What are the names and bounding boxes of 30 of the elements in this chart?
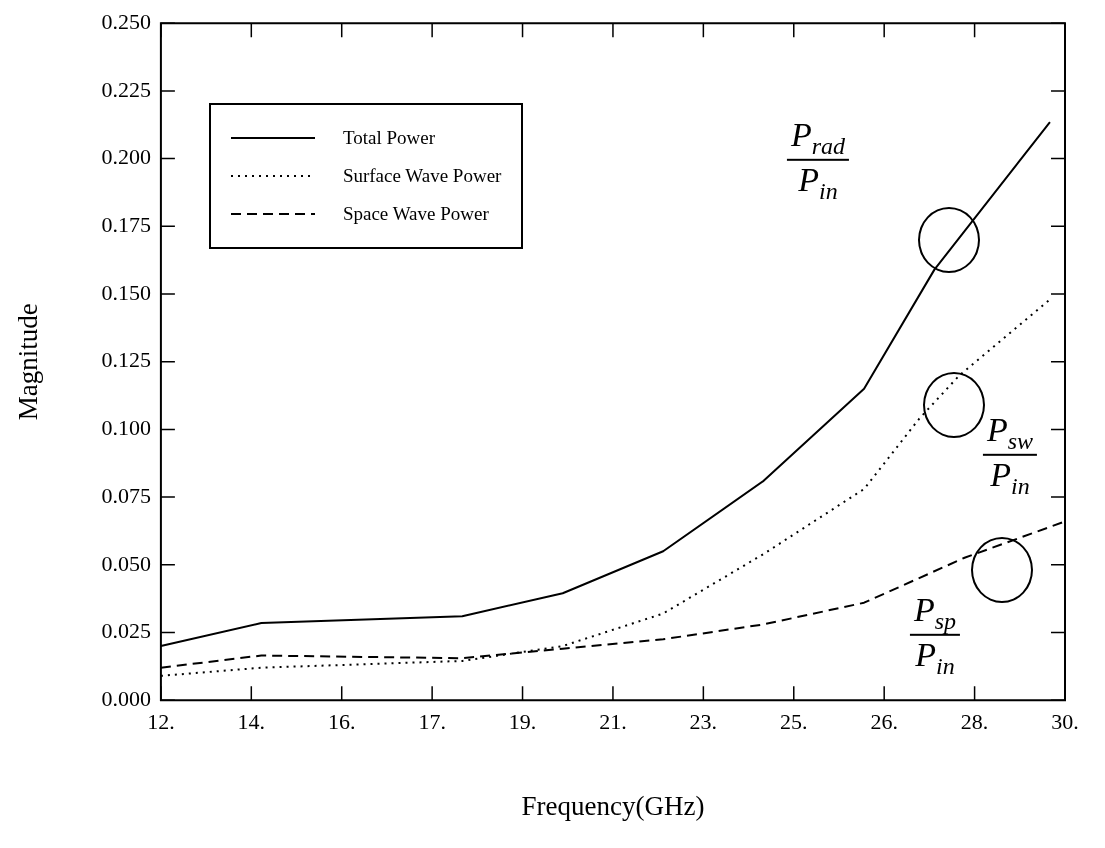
y-tick-label: 0.100 — [101, 415, 151, 441]
y-tick-label: 0.000 — [101, 685, 151, 711]
x-tick-label: 21. — [599, 709, 627, 735]
x-tick-label: 23. — [689, 709, 718, 735]
legend-label: Total Power — [342, 127, 435, 150]
y-axis-title: Magnitude — [13, 303, 44, 421]
x-axis-title: Frequency(GHz) — [521, 790, 705, 821]
y-tick-label: 0.075 — [101, 482, 151, 508]
y-tick-label: 0.025 — [101, 618, 151, 644]
legend-label: Surface Wave Power — [342, 165, 502, 188]
x-tick-label: 30. — [1051, 709, 1079, 735]
x-tick-label: 14. — [237, 709, 266, 735]
legend-label: Space Wave Power — [342, 203, 489, 226]
x-tick-label: 25. — [780, 709, 808, 735]
y-tick-label: 0.125 — [101, 347, 151, 373]
x-tick-label: 28. — [960, 709, 989, 735]
annotation: P$_{sp}$ P$_{in}$ — [912, 590, 958, 680]
y-tick-label: 0.225 — [101, 76, 151, 102]
annotation: P$_{rad}$ P$_{in}$ — [789, 115, 847, 205]
x-tick-label: 17. — [418, 709, 446, 735]
x-tick-label: 16. — [327, 709, 356, 735]
x-tick-label: 12. — [147, 709, 175, 735]
y-tick-label: 0.200 — [101, 144, 151, 170]
y-tick-label: 0.250 — [101, 8, 151, 34]
annotation: P$_{sw}$ P$_{in}$ — [985, 410, 1035, 500]
x-tick-label: 26. — [870, 709, 898, 735]
y-tick-label: 0.175 — [101, 212, 151, 238]
x-tick-label: 19. — [508, 709, 537, 735]
y-tick-label: 0.150 — [101, 279, 151, 305]
y-tick-label: 0.050 — [101, 550, 151, 576]
